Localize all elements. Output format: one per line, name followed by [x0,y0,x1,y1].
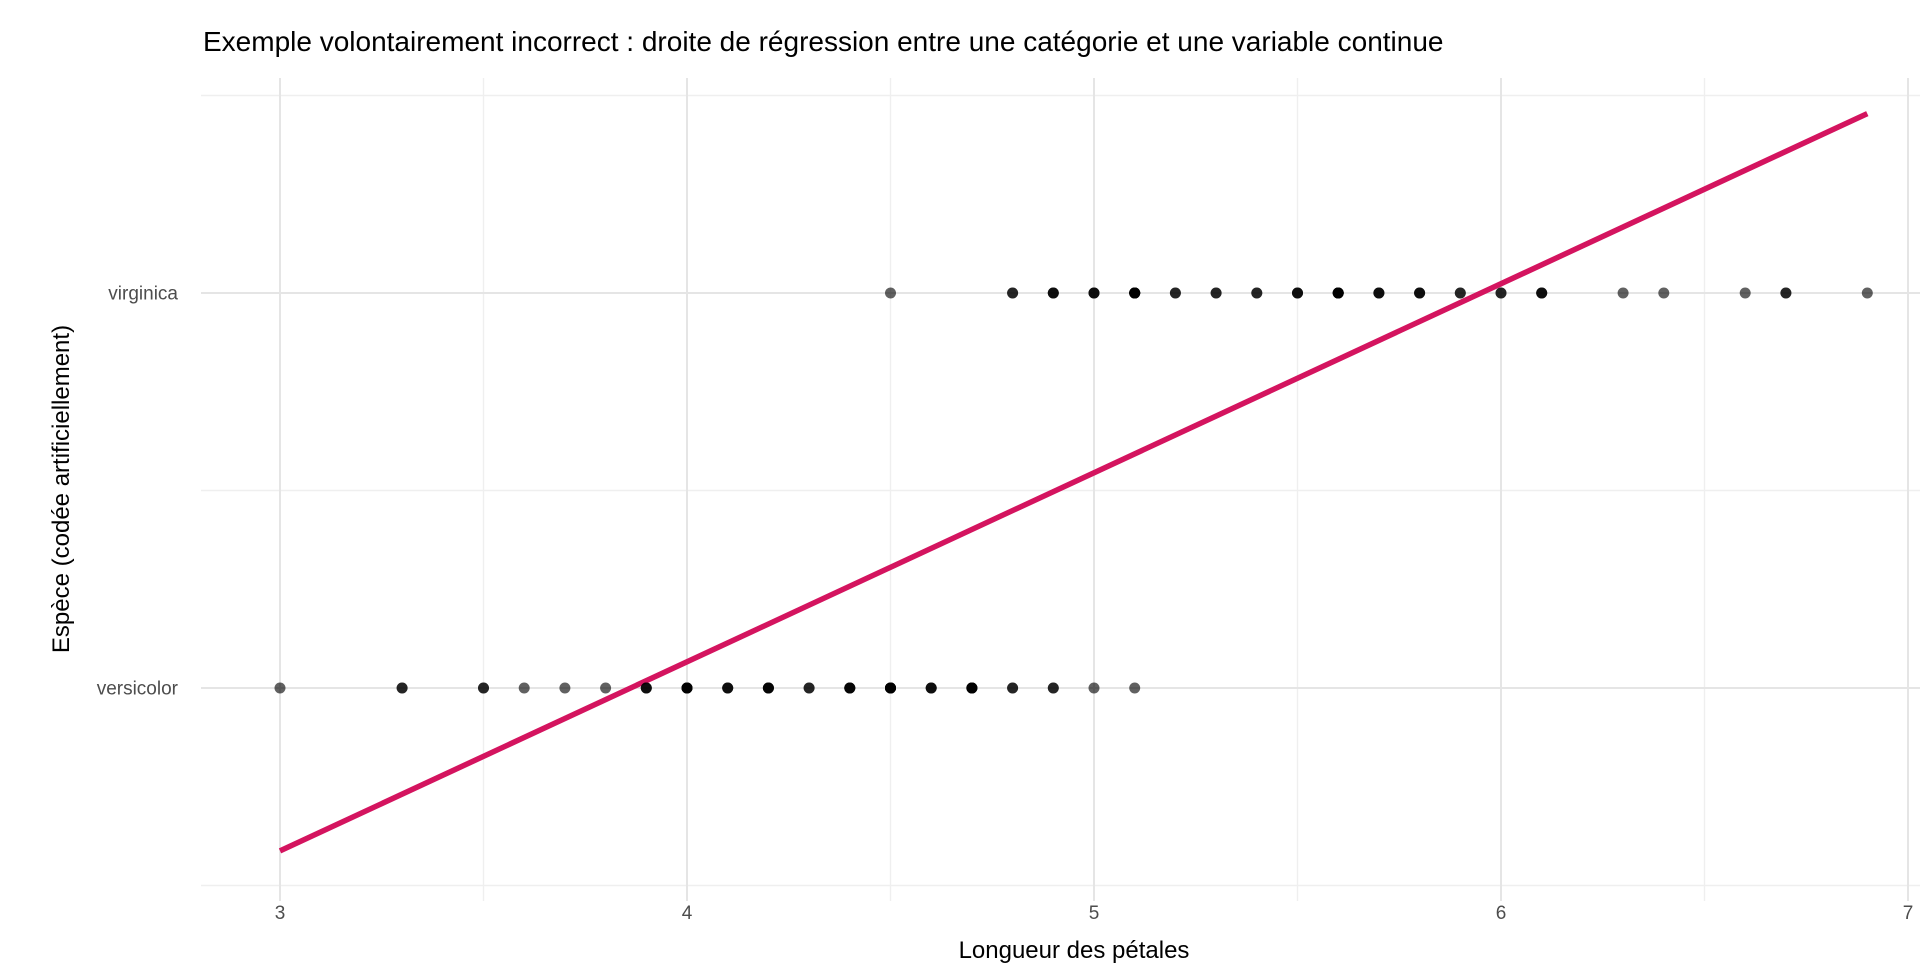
regression-line [278,111,1869,854]
data-point [478,682,489,694]
regression-chart: Exemple volontairement incorrect : droit… [40,16,1920,964]
data-point [803,682,815,694]
data-point [1373,287,1385,299]
data-point [1047,287,1059,299]
data-point [1414,287,1426,299]
data-point [396,682,408,694]
data-point [1007,287,1019,299]
x-axis-title: Longueur des pétales [958,937,1190,964]
data-point [762,682,774,694]
data-point [1658,287,1670,299]
data-point [1088,682,1100,694]
y-tick-label: virginica [108,284,178,305]
x-tick-label: 5 [1089,903,1100,924]
data-point [1169,287,1181,299]
data-point [722,682,734,694]
x-tick-label: 4 [682,903,693,924]
data-point [518,682,530,694]
y-tick-label: versicolor [97,679,179,700]
data-point [1536,287,1548,299]
data-point [1251,287,1263,299]
data-point [1210,287,1222,299]
data-point [885,287,896,299]
data-point [1495,287,1507,299]
data-point [1332,287,1344,299]
data-point [1780,287,1792,299]
data-point [1861,287,1873,299]
data-point [966,682,978,694]
data-point [1292,287,1303,299]
data-point [274,682,286,694]
data-point [885,682,896,694]
data-point [559,682,571,694]
x-tick-label: 7 [1903,903,1914,924]
x-tick-label: 3 [275,903,286,924]
data-point [1454,287,1466,299]
data-point [1617,287,1629,299]
data-point [844,682,856,694]
plot-area: 3 4 5 6 7 versicolor virginica [97,78,1920,924]
data-point [925,682,937,694]
data-point [1088,287,1100,299]
data-point [640,682,652,694]
data-point [1129,287,1141,299]
x-tick-label: 6 [1496,903,1507,924]
data-point [600,682,612,694]
data-point [1047,682,1059,694]
data-point [1129,682,1141,694]
chart-title: Exemple volontairement incorrect : droit… [203,26,1444,57]
data-point [1739,287,1751,299]
data-point [1007,682,1019,694]
data-point [681,682,693,694]
